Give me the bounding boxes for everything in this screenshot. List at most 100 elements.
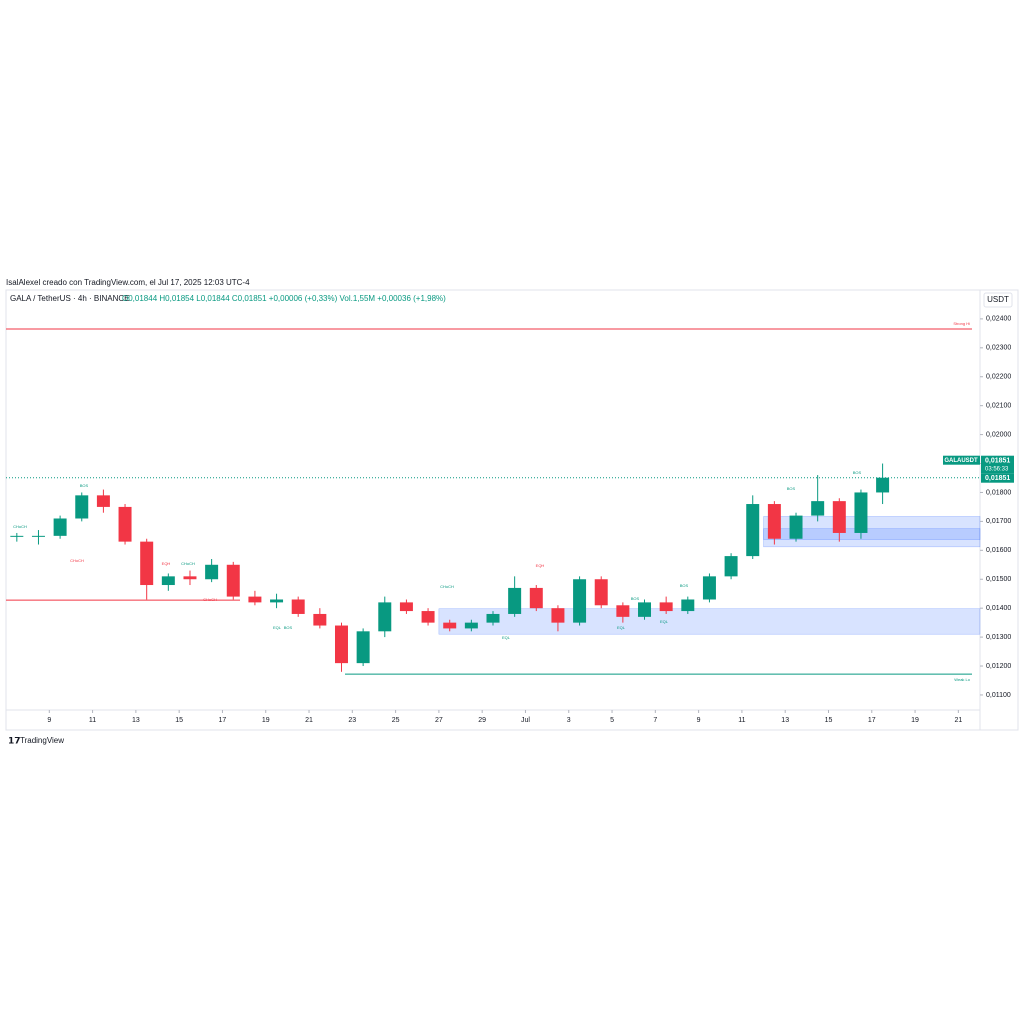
candle-body xyxy=(659,602,673,612)
x-tick-label: 9 xyxy=(697,717,701,724)
level-label: Weak Lo xyxy=(954,677,970,682)
annotation: EQH xyxy=(536,563,545,568)
annotation: EQL xyxy=(502,635,511,640)
candle-body xyxy=(399,602,413,612)
currency-box[interactable] xyxy=(983,292,1013,308)
x-tick-label: 7 xyxy=(653,717,657,724)
annotation: EQL xyxy=(617,625,626,630)
candle-body xyxy=(291,599,305,614)
annotation: BOS xyxy=(853,470,862,475)
candle-body xyxy=(334,625,348,664)
x-tick-label: 17 xyxy=(868,717,876,724)
candle-body xyxy=(789,515,803,539)
candle-body xyxy=(529,587,543,609)
annotation: EQL xyxy=(660,619,669,624)
candle-body xyxy=(53,518,67,536)
candle-body xyxy=(724,556,738,577)
currency[interactable]: USDT xyxy=(987,295,1009,304)
candle-body xyxy=(464,622,478,629)
annotation: CHoCH xyxy=(70,558,84,563)
candle-body xyxy=(811,501,825,516)
candle-body xyxy=(183,576,197,580)
candle-body xyxy=(248,596,262,603)
candle-body xyxy=(854,492,868,533)
x-tick-label: 11 xyxy=(89,717,96,724)
y-tick-label: 0,01500 xyxy=(986,576,1011,583)
candle-body xyxy=(681,599,695,612)
y-tick-label: 0,02200 xyxy=(986,374,1011,381)
level-label: Strong Hi xyxy=(953,321,970,326)
zone xyxy=(438,608,981,635)
candle-body xyxy=(96,495,110,507)
x-tick-label: 25 xyxy=(392,717,400,724)
annotation: CHoCH xyxy=(13,524,27,529)
candle-body xyxy=(832,501,846,533)
candle-body xyxy=(378,602,392,632)
candle-body xyxy=(205,564,219,580)
candle-body xyxy=(508,587,522,614)
x-tick-label: 19 xyxy=(911,717,919,724)
y-tick-label: 0,01100 xyxy=(986,692,1011,699)
candle-body xyxy=(616,605,630,617)
frame xyxy=(5,289,1019,731)
brand: TradingView xyxy=(20,736,64,745)
x-tick-label: 15 xyxy=(825,717,833,724)
candle-body xyxy=(313,613,327,626)
candle-body xyxy=(270,599,284,603)
zone xyxy=(763,528,981,540)
annotation: CHoCH xyxy=(440,584,454,589)
annotation: EQH xyxy=(162,561,171,566)
candle-body xyxy=(638,602,652,617)
credit: IsalAlexel creado con TradingView.com, e… xyxy=(6,278,250,287)
annotation: BOS xyxy=(631,596,640,601)
candle-body xyxy=(594,579,608,606)
annotation: BOS xyxy=(680,583,689,588)
price-badge-text: 0,01851 xyxy=(985,458,1010,465)
candle-body xyxy=(161,576,175,586)
price-badge-text: 0,01851 xyxy=(985,475,1010,482)
x-tick-label: 5 xyxy=(610,717,614,724)
x-tick-label: 3 xyxy=(567,717,571,724)
y-tick-label: 0,02000 xyxy=(986,431,1011,438)
candle-body xyxy=(767,504,781,539)
candle-body xyxy=(226,564,240,597)
annotation: CHoCH xyxy=(181,561,195,566)
x-tick-label: 17 xyxy=(219,717,227,724)
candle-body xyxy=(702,576,716,600)
x-tick-label: 13 xyxy=(781,717,789,724)
annotation: EQL xyxy=(273,625,282,630)
x-tick-label: 11 xyxy=(738,717,745,724)
candle-body xyxy=(140,541,154,586)
x-tick-label: Jul xyxy=(521,717,530,724)
candle-body xyxy=(573,579,587,623)
x-tick-label: 19 xyxy=(262,717,270,724)
annotation: CHoCH xyxy=(203,597,217,602)
candle-body xyxy=(876,477,890,493)
y-tick-label: 0,02400 xyxy=(986,316,1011,323)
x-tick-label: 29 xyxy=(478,717,486,724)
symbol: GALA / TetherUS · 4h · BINANCE xyxy=(10,294,129,303)
x-tick-label: 15 xyxy=(175,717,183,724)
y-tick-label: 0,01800 xyxy=(986,489,1011,496)
countdown: 03:56:33 xyxy=(985,466,1009,472)
candle-body xyxy=(10,535,24,537)
y-tick-label: 0,02300 xyxy=(986,345,1011,352)
candle-body xyxy=(551,608,565,623)
annotation: BOS xyxy=(787,486,796,491)
x-tick-label: 27 xyxy=(435,717,443,724)
x-tick-label: 9 xyxy=(47,717,51,724)
candle-body xyxy=(443,622,457,629)
price-badge xyxy=(981,455,1014,474)
logo: 𝟭𝟳 xyxy=(8,735,21,745)
x-tick-label: 13 xyxy=(132,717,140,724)
annotation: BOS xyxy=(80,483,89,488)
candle-body xyxy=(356,631,370,664)
candle-body xyxy=(31,535,45,537)
candle-body xyxy=(118,506,132,542)
x-tick-label: 23 xyxy=(348,717,356,724)
x-tick-label: 21 xyxy=(305,717,313,724)
annotation: BOS xyxy=(284,625,293,630)
symbol-badge-text: GALAUSDT xyxy=(944,458,978,464)
y-tick-label: 0,01300 xyxy=(986,634,1011,641)
candle-body xyxy=(421,611,435,623)
